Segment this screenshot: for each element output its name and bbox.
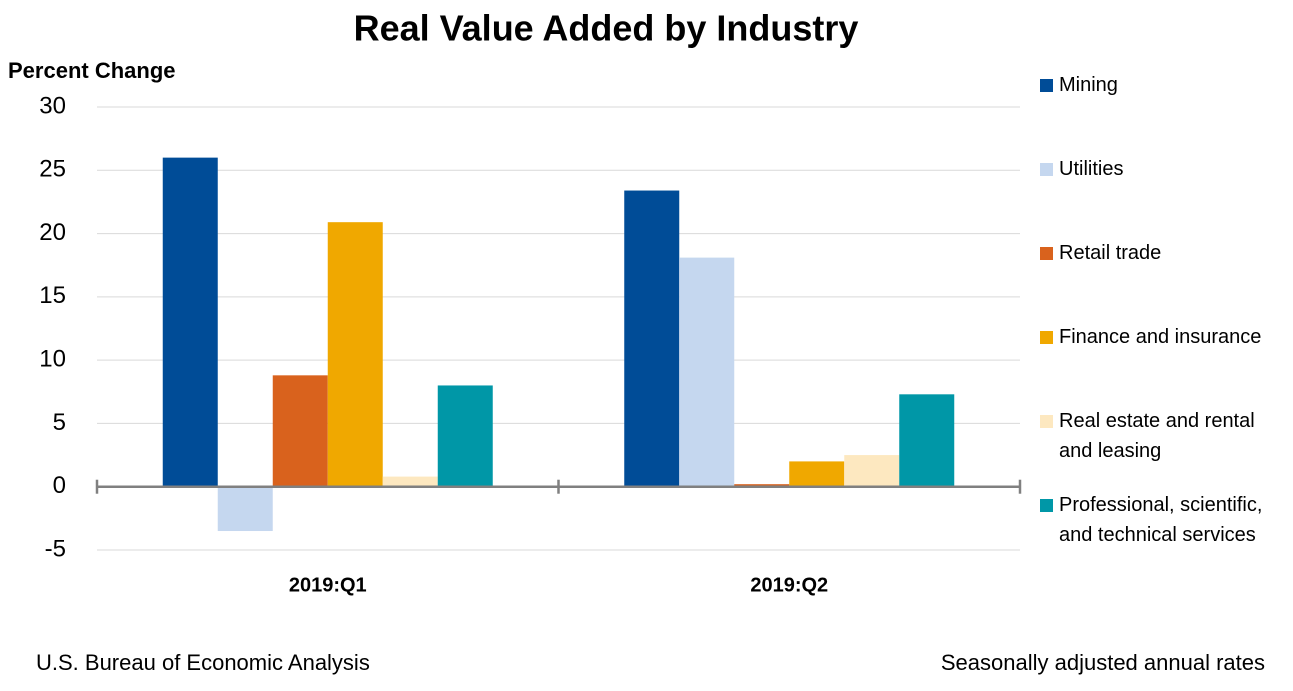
legend-swatch (1040, 415, 1053, 428)
legend-entry: Utilities (1040, 154, 1290, 184)
legend-label: Finance and insurance (1059, 326, 1262, 348)
note: Seasonally adjusted annual rates (940, 650, 1265, 675)
bar (437, 385, 493, 487)
legend-label: Utilities (1059, 158, 1124, 180)
bar (734, 484, 790, 487)
legend-entry: Real estate and rental and leasing (1040, 406, 1290, 466)
legend-swatch (1040, 247, 1053, 260)
x-tick-label: 2019:Q2 (750, 574, 828, 596)
source: U.S. Bureau of Economic Analysis (36, 650, 370, 675)
y-tick-label: 30 (39, 92, 66, 119)
bar (789, 461, 845, 487)
bar (217, 486, 273, 532)
y-axis-label: Percent Change (8, 58, 176, 83)
legend-swatch (1040, 499, 1053, 512)
legend-swatch (1040, 163, 1053, 176)
bar (272, 375, 328, 487)
legend-entry: Finance and insurance (1040, 322, 1290, 352)
legend-swatch (1040, 79, 1053, 92)
legend-entry: Retail trade (1040, 238, 1290, 268)
legend-label: Professional, scientific, and technical … (1059, 494, 1263, 546)
legend-label: Real estate and rental and leasing (1059, 410, 1255, 462)
bar (327, 222, 383, 487)
bar (624, 190, 680, 487)
legend-label: Mining (1059, 74, 1118, 96)
legend-entry: Professional, scientific, and technical … (1040, 490, 1290, 550)
y-tick-label: 20 (39, 219, 66, 246)
x-tick-label: 2019:Q1 (289, 574, 367, 596)
bar (382, 476, 438, 487)
chart-title: Real Value Added by Industry (354, 8, 859, 49)
bar (679, 257, 735, 487)
bar (162, 157, 218, 487)
y-tick-label: 0 (53, 472, 66, 499)
bar (899, 394, 955, 487)
y-tick-label: -5 (45, 535, 66, 562)
bar (844, 455, 900, 487)
y-tick-label: 5 (53, 409, 66, 436)
legend-entry: Mining (1040, 70, 1290, 100)
legend-label: Retail trade (1059, 242, 1162, 264)
y-tick-label: 25 (39, 156, 66, 183)
y-tick-label: 15 (39, 282, 66, 309)
y-tick-label: 10 (39, 345, 66, 372)
legend-swatch (1040, 331, 1053, 344)
